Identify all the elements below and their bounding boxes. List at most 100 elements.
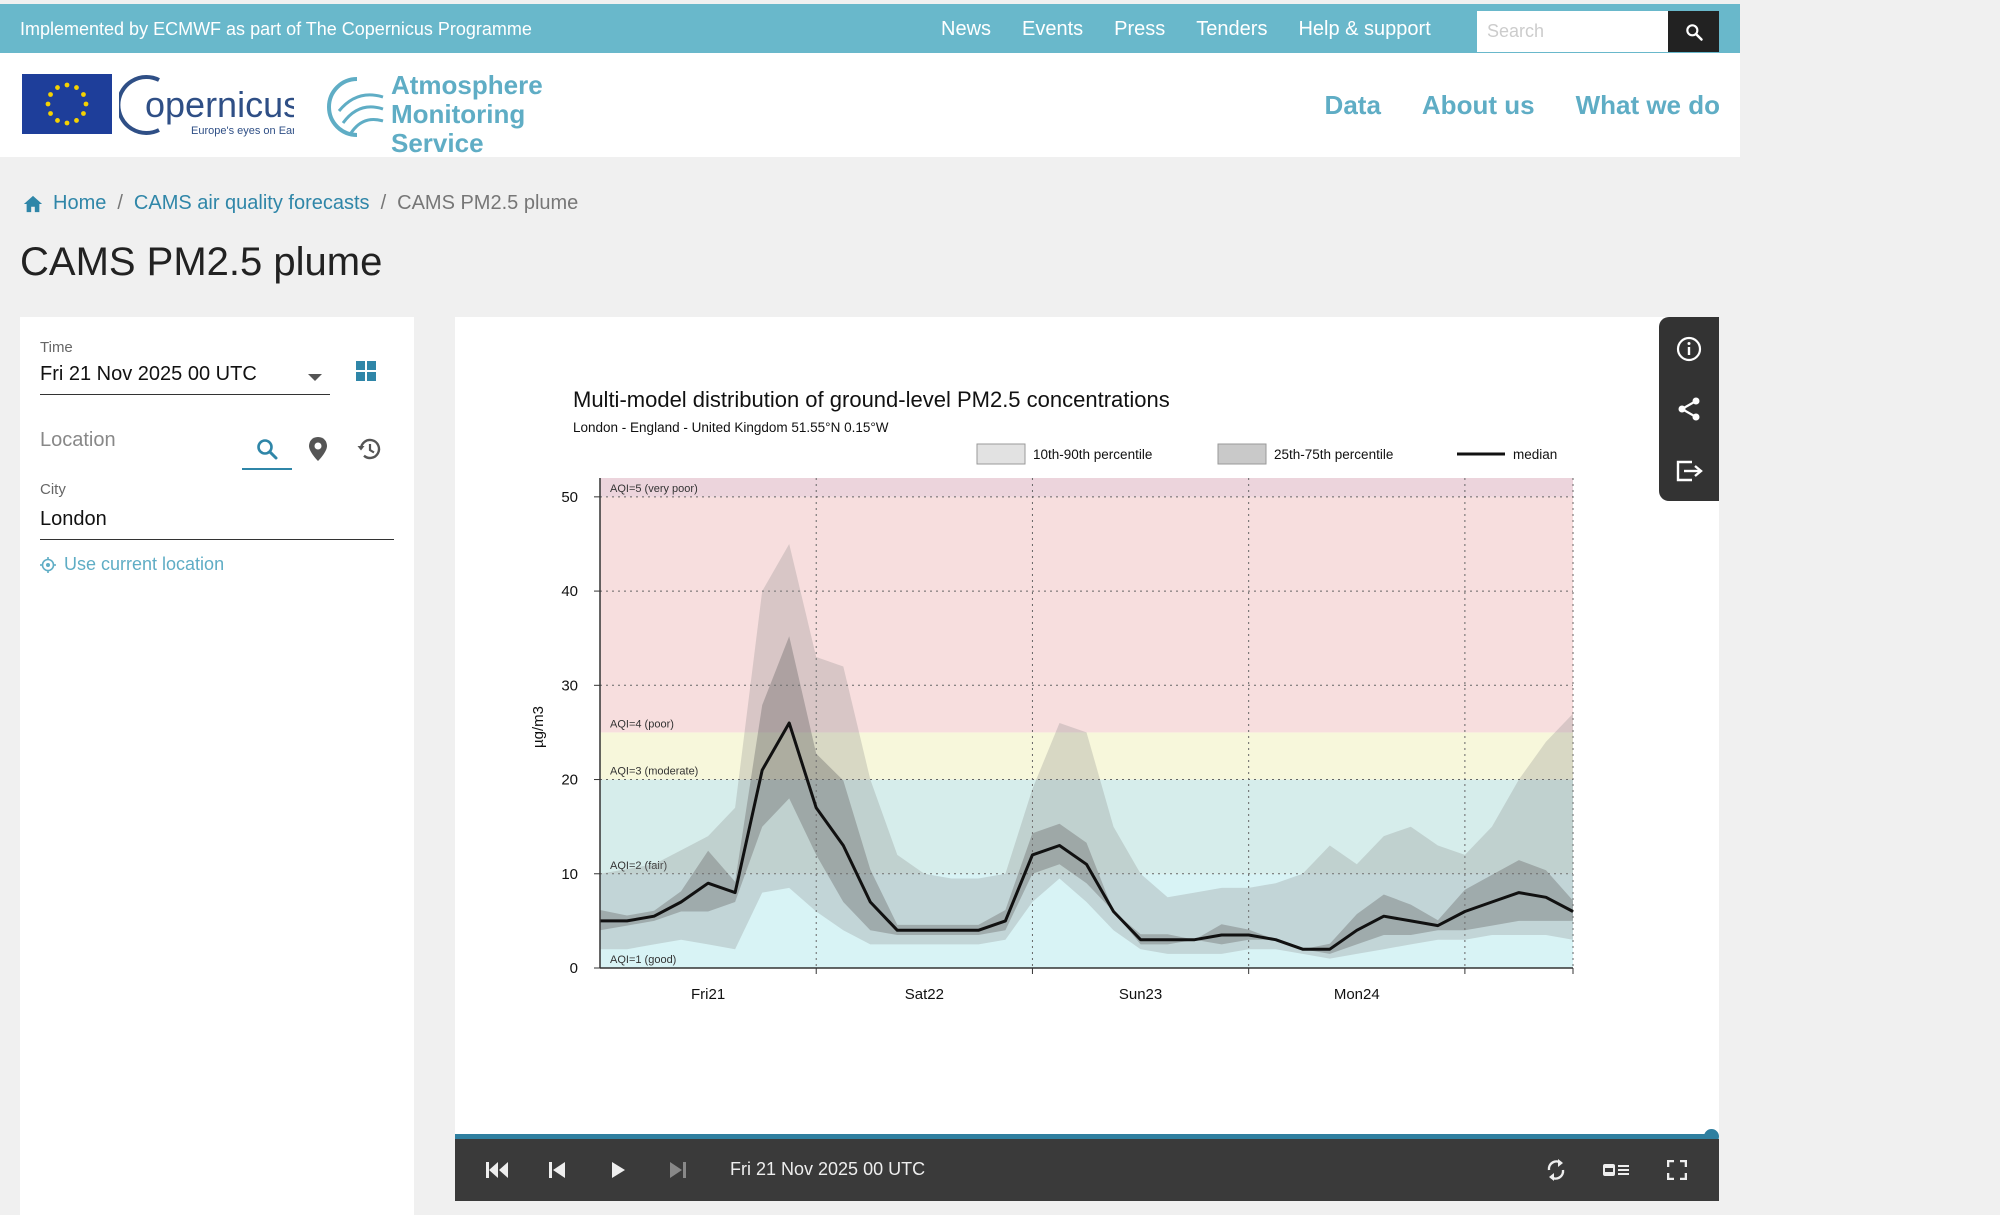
history-icon xyxy=(357,438,381,460)
player-time-display: Fri 21 Nov 2025 00 UTC xyxy=(730,1159,926,1179)
nav-help-support[interactable]: Help & support xyxy=(1298,18,1431,40)
eu-star-icon xyxy=(83,101,89,107)
grid-view-icon[interactable] xyxy=(356,361,376,381)
export-icon xyxy=(1676,460,1703,482)
share-button[interactable] xyxy=(1674,394,1704,424)
x-tick-label: Sat22 xyxy=(905,986,944,1003)
skip-last-icon xyxy=(670,1162,686,1178)
location-input[interactable]: Location xyxy=(40,429,116,451)
copernicus-logo[interactable]: opernicus Europe's eyes on Earth xyxy=(116,70,305,138)
use-current-location-label: Use current location xyxy=(64,554,225,574)
aqi-band-label: AQI=2 (fair) xyxy=(610,860,667,872)
legend-label-25-75: 25th-75th percentile xyxy=(1274,447,1393,462)
legend-label-10-90: 10th-90th percentile xyxy=(1033,447,1152,462)
use-current-location-link[interactable]: Use current location xyxy=(40,554,224,575)
search-button[interactable] xyxy=(1668,11,1719,52)
legend-swatch-10-90 xyxy=(976,443,1026,465)
eu-star-icon xyxy=(74,85,79,90)
aqi-band-label: AQI=5 (very poor) xyxy=(610,483,698,495)
legend-toggle-button[interactable] xyxy=(1601,1155,1631,1185)
info-icon xyxy=(1676,336,1702,362)
export-button[interactable] xyxy=(1674,456,1704,486)
nav-news[interactable]: News xyxy=(941,18,992,40)
play-button[interactable] xyxy=(603,1155,633,1185)
timeline-progress-bar[interactable] xyxy=(455,1134,1711,1139)
location-search-button[interactable] xyxy=(252,434,282,464)
share-icon xyxy=(1678,397,1700,421)
breadcrumb-separator: / xyxy=(117,192,123,214)
nav-data[interactable]: Data xyxy=(1324,90,1381,120)
play-icon xyxy=(612,1162,625,1178)
median-line xyxy=(600,721,1574,951)
legend-label-median: median xyxy=(1513,447,1557,462)
percentile-25-75-band xyxy=(600,636,1573,954)
loop-button[interactable] xyxy=(1541,1155,1571,1185)
y-tick-label: 0 xyxy=(570,960,578,977)
eu-star-icon xyxy=(45,101,51,107)
page: Implemented by ECMWF as part of The Cope… xyxy=(0,4,1740,1215)
skip-first-button[interactable] xyxy=(482,1155,512,1185)
nav-events[interactable]: Events xyxy=(1022,18,1084,40)
sidebar-panel: Time Fri 21 Nov 2025 00 UTC Location Cit… xyxy=(20,317,414,1215)
pm25-plume-chart: Multi-model distribution of ground-level… xyxy=(530,387,1574,1003)
info-button[interactable] xyxy=(1674,334,1704,364)
nav-tenders[interactable]: Tenders xyxy=(1196,18,1268,40)
top-bar: Implemented by ECMWF as part of The Cope… xyxy=(0,4,1740,53)
eu-star-icon xyxy=(81,111,86,116)
main-nav: Data About us What we do xyxy=(1325,90,1720,121)
step-back-icon xyxy=(549,1162,565,1178)
cams-title-line1: Atmosphere xyxy=(391,70,543,100)
breadcrumb-current: CAMS PM2.5 plume xyxy=(397,192,579,214)
implemented-by-text[interactable]: Implemented by ECMWF as part of The Cope… xyxy=(20,19,532,39)
nav-what-we-do[interactable]: What we do xyxy=(1575,90,1720,120)
cams-logo[interactable]: Atmosphere Monitoring Service xyxy=(325,70,625,158)
step-back-button[interactable] xyxy=(542,1155,572,1185)
skip-first-icon xyxy=(486,1162,508,1178)
chart-legend: 10th-90th percentile 25th-75th percentile… xyxy=(976,443,1557,465)
breadcrumb: Home / CAMS air quality forecasts / CAMS… xyxy=(22,192,578,215)
chart-plot-area: AQI=1 (good) AQI=2 (fair) AQI=3 (moderate)… xyxy=(561,478,1574,1003)
search-icon xyxy=(257,439,278,460)
aqi-band xyxy=(600,496,1573,733)
history-button[interactable] xyxy=(354,434,384,464)
skip-last-button[interactable] xyxy=(663,1155,693,1185)
legend-toggle-icon xyxy=(1603,1164,1629,1176)
eu-star-icon xyxy=(64,120,70,126)
home-icon xyxy=(23,195,43,212)
time-select[interactable]: Fri 21 Nov 2025 00 UTC xyxy=(40,363,330,395)
chart-panel: Multi-model distribution of ground-level… xyxy=(455,317,1719,1139)
eu-star-icon xyxy=(48,111,53,116)
search-input[interactable] xyxy=(1477,11,1668,52)
y-tick-label: 10 xyxy=(561,866,578,883)
eu-star-icon xyxy=(81,92,86,97)
breadcrumb-separator: / xyxy=(380,192,387,214)
percentile-10-90-band xyxy=(600,544,1573,959)
nav-about-us[interactable]: About us xyxy=(1421,90,1535,120)
eu-flag-logo[interactable] xyxy=(22,74,112,134)
breadcrumb-home[interactable]: Home xyxy=(53,192,107,214)
time-select-value: Fri 21 Nov 2025 00 UTC xyxy=(40,363,257,385)
aqi-band xyxy=(600,478,1573,497)
site-header: opernicus Europe's eyes on Earth Atmosph… xyxy=(0,53,1740,158)
legend-swatch-25-75 xyxy=(1217,443,1267,465)
city-value: London xyxy=(40,508,107,530)
map-pin-button[interactable] xyxy=(303,434,333,464)
y-tick-label: 50 xyxy=(561,489,578,506)
breadcrumb-air-quality-forecasts[interactable]: CAMS air quality forecasts xyxy=(133,192,370,214)
cams-title-line2: Monitoring Service xyxy=(391,99,526,158)
city-field[interactable]: London xyxy=(40,508,394,540)
fullscreen-icon xyxy=(1667,1160,1687,1180)
search-tab-underline xyxy=(242,468,292,470)
y-tick-label: 40 xyxy=(561,583,578,600)
x-tick-label: Fri21 xyxy=(691,986,725,1003)
city-label: City xyxy=(40,481,66,498)
copernicus-name: opernicus xyxy=(145,84,294,125)
map-pin-icon xyxy=(309,437,327,461)
nav-press[interactable]: Press xyxy=(1114,18,1166,40)
crosshair-icon xyxy=(40,556,56,573)
chevron-down-icon xyxy=(308,374,322,381)
top-nav: News Events Press Tenders Help & support xyxy=(941,18,1431,41)
fullscreen-button[interactable] xyxy=(1662,1155,1692,1185)
eu-star-icon xyxy=(55,118,60,123)
chart-y-axis-label: µg/m3 xyxy=(530,706,547,748)
